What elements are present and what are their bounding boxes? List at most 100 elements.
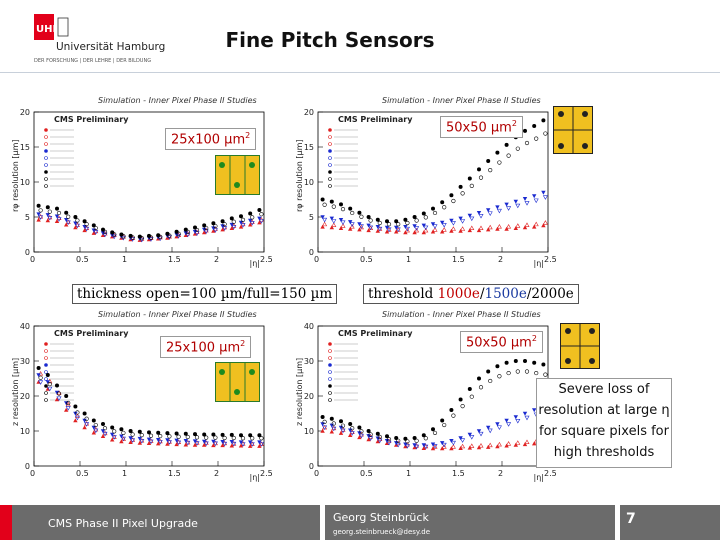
data-point	[130, 438, 136, 443]
data-point	[82, 411, 87, 416]
data-point	[229, 222, 234, 227]
data-point	[486, 159, 491, 163]
data-point	[486, 227, 491, 232]
data-point	[91, 430, 96, 435]
footer-author-email: georg.steinbrueck@desy.de	[333, 528, 431, 536]
data-point	[231, 441, 237, 447]
data-point	[320, 428, 325, 433]
data-point	[506, 441, 512, 446]
data-point	[128, 429, 133, 433]
data-point	[515, 146, 520, 151]
data-point	[541, 190, 546, 195]
size-label-25x100-top: 25x100 µm2	[165, 128, 257, 151]
data-point	[139, 437, 145, 443]
note-line-2: resolution at large η	[538, 403, 670, 418]
data-point	[157, 438, 163, 444]
legend-marker	[44, 391, 48, 395]
data-point	[331, 204, 336, 209]
data-point	[450, 444, 456, 449]
data-point	[495, 150, 500, 155]
uhh-mark: UHH	[36, 24, 61, 35]
data-point	[458, 436, 463, 441]
x-tick-label: 2.5	[260, 255, 273, 264]
footer-accent	[0, 505, 12, 540]
data-point	[396, 222, 401, 227]
data-point	[74, 223, 80, 229]
data-point	[119, 434, 124, 439]
legend-marker	[44, 349, 48, 353]
data-point	[165, 231, 170, 236]
data-point	[338, 218, 344, 222]
data-point	[451, 413, 456, 418]
data-point	[414, 438, 419, 443]
data-point	[431, 206, 435, 211]
data-point	[331, 222, 337, 227]
data-point	[38, 215, 44, 220]
data-point	[174, 442, 179, 447]
data-point	[329, 416, 334, 421]
thickness-caption: thickness open=100 µm/full=150 µm	[72, 284, 338, 304]
data-point	[213, 224, 218, 229]
data-point	[128, 440, 133, 444]
data-point	[55, 206, 59, 211]
data-point	[47, 381, 52, 387]
data-point	[212, 228, 218, 233]
data-point	[148, 438, 154, 443]
data-point	[478, 431, 484, 437]
x-tick-label: 2.5	[260, 469, 273, 478]
data-point	[75, 410, 80, 415]
legend-marker	[44, 356, 48, 360]
data-point	[340, 207, 346, 212]
data-point	[156, 430, 161, 435]
data-point	[220, 432, 225, 437]
data-point	[414, 218, 419, 223]
legend-marker	[328, 377, 332, 381]
data-point	[320, 215, 325, 220]
data-point	[322, 419, 327, 424]
y-tick-label: 10	[20, 178, 30, 187]
data-point	[338, 425, 344, 430]
data-point	[249, 221, 255, 226]
data-point	[543, 372, 548, 377]
data-point	[231, 219, 236, 224]
data-point	[515, 223, 521, 228]
legend-marker	[328, 170, 332, 174]
data-point	[450, 226, 456, 231]
data-point	[320, 197, 325, 202]
data-point	[504, 142, 509, 147]
y-tick-label: 20	[20, 108, 30, 117]
data-point	[348, 433, 353, 437]
data-point	[166, 440, 172, 445]
data-point	[339, 419, 343, 424]
data-point	[340, 423, 346, 428]
data-point	[38, 375, 43, 380]
data-point	[257, 216, 262, 221]
data-point	[139, 236, 144, 241]
data-point	[358, 224, 364, 230]
data-point	[45, 205, 50, 210]
data-point	[532, 360, 537, 365]
data-point	[412, 215, 417, 219]
data-point	[495, 422, 500, 427]
data-point	[120, 436, 126, 442]
data-point	[112, 429, 117, 434]
data-point	[375, 436, 380, 441]
data-point	[82, 219, 87, 224]
data-point	[174, 229, 179, 234]
x-axis-label: |η|	[250, 473, 260, 482]
legend-marker	[328, 356, 332, 360]
legend-marker	[44, 156, 48, 160]
data-point	[458, 397, 463, 402]
footer-author-name: Georg Steinbrück	[333, 511, 429, 524]
data-point	[477, 376, 481, 381]
data-point	[495, 226, 500, 231]
data-point	[148, 433, 154, 438]
data-point	[239, 433, 243, 438]
data-point	[250, 436, 255, 441]
data-point	[137, 436, 142, 441]
data-point	[377, 220, 382, 226]
x-tick-label: 0	[30, 255, 35, 264]
data-point	[486, 369, 491, 374]
data-point	[496, 425, 502, 430]
data-point	[45, 213, 50, 218]
